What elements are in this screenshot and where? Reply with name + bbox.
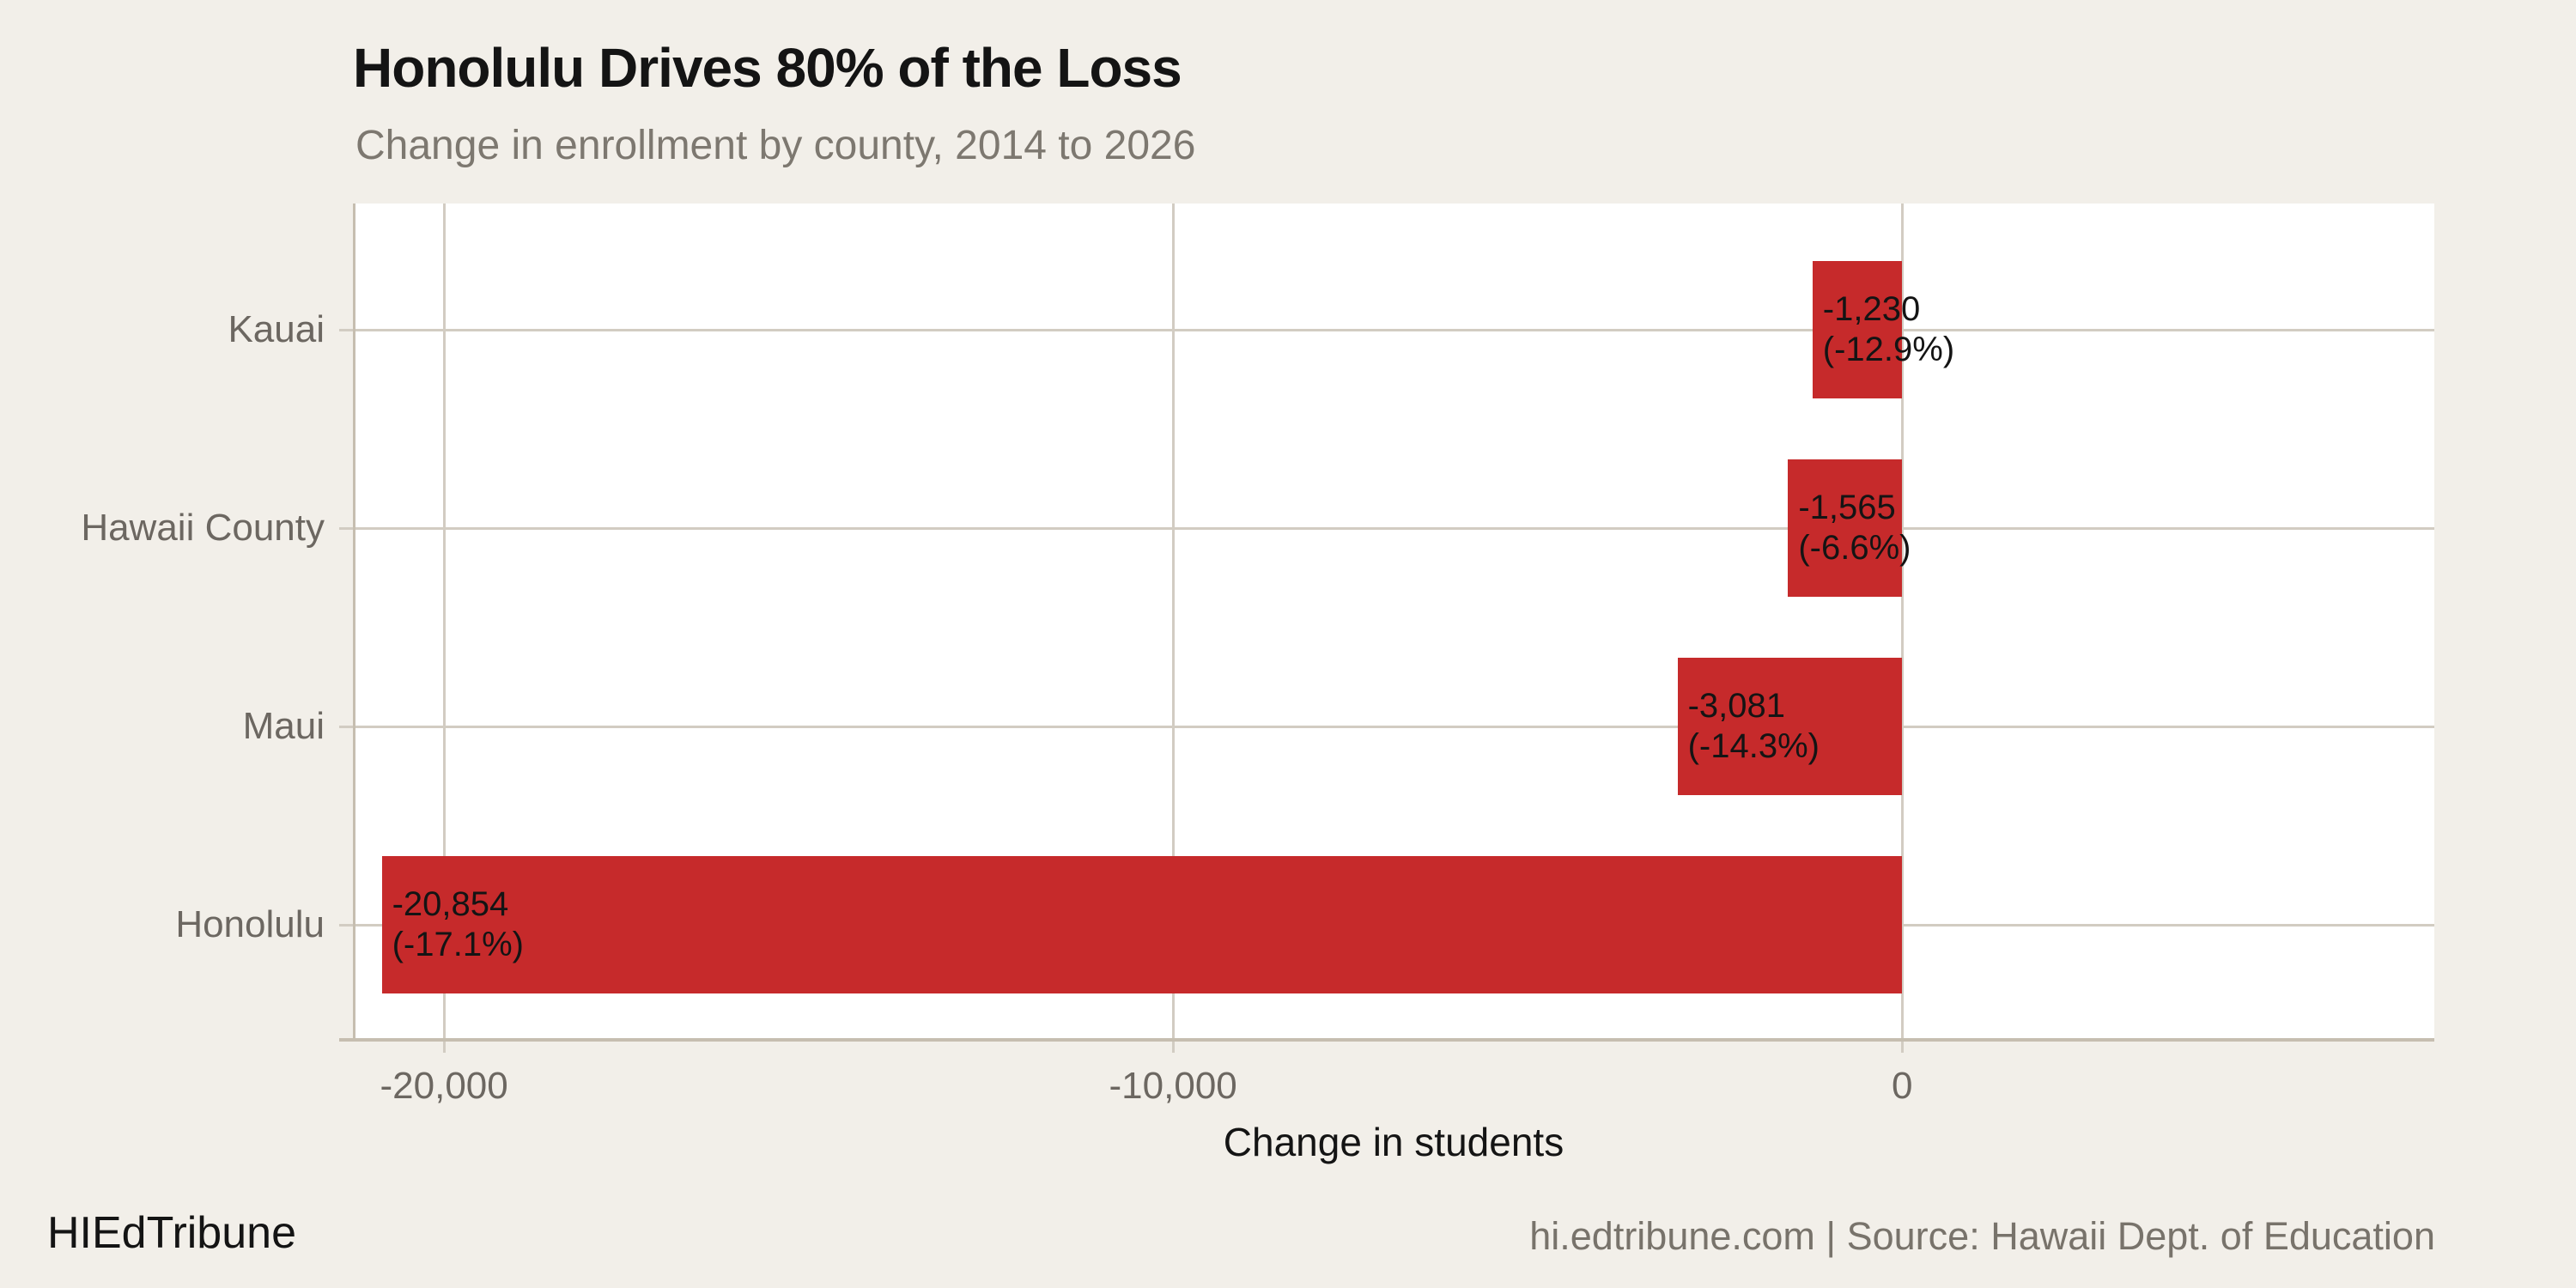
x-tick-label: -20,000 bbox=[380, 1065, 508, 1107]
bar bbox=[1677, 658, 1903, 795]
y-axis-category-label: Hawaii County bbox=[81, 507, 325, 549]
bar-value: -1,230 bbox=[1822, 290, 1921, 328]
x-tick-mark bbox=[1171, 1040, 1175, 1053]
bar bbox=[381, 856, 1903, 993]
bar-percent: (-17.1%) bbox=[392, 926, 524, 963]
y-axis-category-label: Maui bbox=[242, 705, 325, 747]
brand-logo: HIEdTribune bbox=[47, 1208, 296, 1258]
bar-percent: (-14.3%) bbox=[1687, 727, 1820, 765]
x-tick-mark bbox=[1900, 1040, 1904, 1053]
x-axis-title: Change in students bbox=[1223, 1120, 1564, 1164]
bar-value: -20,854 bbox=[392, 885, 509, 923]
x-gridline bbox=[1171, 204, 1175, 1040]
x-axis-line bbox=[339, 1038, 2434, 1042]
bar-value-label: -3,081 (-14.3%) bbox=[1688, 686, 1820, 767]
plot-area: -1,230 (-12.9%) -1,565 (-6.6%) -3,081 (-14.3%… bbox=[339, 204, 2434, 1053]
y-gridline bbox=[339, 725, 2434, 728]
bar bbox=[1812, 261, 1903, 398]
x-tick-label: -10,000 bbox=[1109, 1065, 1237, 1107]
y-gridline bbox=[339, 526, 2434, 530]
x-tick-mark bbox=[442, 1040, 446, 1053]
y-gridline bbox=[339, 328, 2434, 331]
y-axis-category-label: Honolulu bbox=[175, 903, 325, 945]
bar-value: -1,565 bbox=[1798, 489, 1896, 526]
bar-percent: (-12.9%) bbox=[1822, 331, 1955, 368]
bar-percent: (-6.6%) bbox=[1798, 529, 1911, 567]
chart-title: Honolulu Drives 80% of the Loss bbox=[353, 37, 1182, 99]
bar-value-label: -20,854 (-17.1%) bbox=[392, 884, 524, 965]
bar-value-label: -1,230 (-12.9%) bbox=[1823, 289, 1954, 370]
bar bbox=[1788, 459, 1903, 597]
y-axis-category-label: Kauai bbox=[228, 308, 325, 350]
chart-subtitle: Change in enrollment by county, 2014 to … bbox=[355, 123, 1196, 168]
x-tick-label: 0 bbox=[1891, 1065, 1913, 1107]
bar-value: -3,081 bbox=[1687, 687, 1786, 725]
y-axis-line bbox=[353, 204, 355, 1040]
x-gridline bbox=[1900, 204, 1904, 1040]
source-attribution: hi.edtribune.com | Source: Hawaii Dept. … bbox=[1529, 1214, 2435, 1258]
bar-value-label: -1,565 (-6.6%) bbox=[1798, 488, 1911, 568]
x-gridline bbox=[442, 204, 446, 1040]
